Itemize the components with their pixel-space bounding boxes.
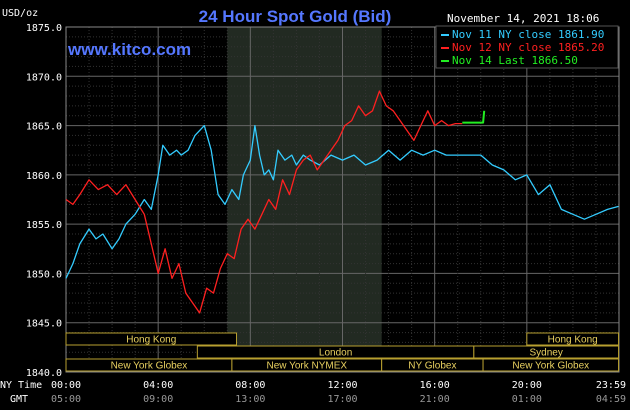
y-tick-label: 1865.0 (26, 122, 62, 133)
watermark-url: www.kitco.com (67, 40, 191, 59)
series-nov14-line (462, 110, 486, 124)
y-tick-label: 1870.0 (26, 72, 62, 83)
y-tick-label: 1840.0 (26, 368, 62, 379)
x-tick-label-ny: 20:00 (512, 380, 542, 391)
y-tick-label: 1875.0 (26, 23, 62, 34)
session-band (482, 358, 620, 372)
x-tick-label-ny: 08:00 (235, 380, 265, 391)
x-tick-label-ny: 00:00 (51, 380, 81, 391)
legend-entry: Nov 12 NY close 1865.20 (452, 41, 604, 54)
x-tick-label-ny: 04:00 (143, 380, 173, 391)
session-band-label: NY Globex (408, 361, 456, 372)
timestamp: November 14, 2021 18:06 (447, 12, 599, 25)
x-tick-label-ny: 23:59 (596, 380, 626, 391)
session-band-label: New York Globex (111, 361, 188, 372)
y-tick-label: 1860.0 (26, 171, 62, 182)
x-tick-label-gmt: 21:00 (420, 394, 450, 405)
x-tick-label-ny: 16:00 (420, 380, 450, 391)
session-band (473, 345, 620, 359)
series-nov11-line (65, 124, 619, 279)
chart-title: 24 Hour Spot Gold (Bid) (199, 7, 392, 26)
session-band-label: New York NYMEX (266, 361, 347, 372)
y-tick-label: 1845.0 (26, 319, 62, 330)
session-band-label: Sydney (530, 348, 563, 359)
legend-entry: Nov 14 Last 1866.50 (452, 54, 578, 67)
x-tick-label-ny: 12:00 (327, 380, 357, 391)
gmt-row-label: GMT (10, 394, 28, 405)
y-tick-label: 1850.0 (26, 269, 62, 280)
session-band-label: London (319, 348, 352, 359)
legend-entry: Nov 11 NY close 1861.90 (452, 28, 604, 41)
legend-box (435, 25, 619, 69)
y-axis-label: USD/oz (2, 8, 38, 19)
session-band-label: Hong Kong (548, 335, 598, 346)
x-tick-label-gmt: 04:59 (596, 394, 626, 405)
session-band-label: New York Globex (512, 361, 589, 372)
nymex-session-highlight (227, 27, 382, 372)
ny-time-row-label: NY Time (0, 380, 42, 391)
x-tick-label-gmt: 13:00 (235, 394, 265, 405)
x-tick-label-gmt: 01:00 (512, 394, 542, 405)
y-tick-label: 1855.0 (26, 220, 62, 231)
x-tick-label-gmt: 17:00 (327, 394, 357, 405)
session-band (526, 332, 620, 346)
session-band (65, 332, 238, 346)
x-tick-label-gmt: 09:00 (143, 394, 173, 405)
series-nov12-line (65, 90, 463, 314)
session-band-label: Hong Kong (126, 335, 176, 346)
x-tick-label-gmt: 05:00 (51, 394, 81, 405)
